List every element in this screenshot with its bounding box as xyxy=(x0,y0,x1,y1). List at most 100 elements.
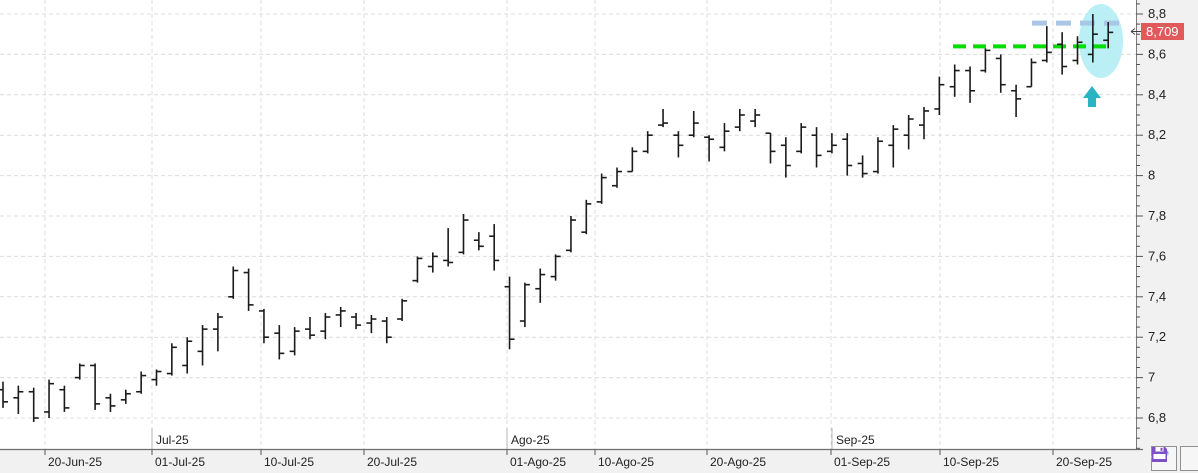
ohlc-bar xyxy=(872,137,883,174)
ohlc-bar xyxy=(243,268,254,311)
ohlc-bar xyxy=(704,135,715,162)
ohlc-bar xyxy=(719,123,730,152)
ohlc-bar xyxy=(489,224,500,271)
ohlc-bar xyxy=(197,325,208,366)
ohlc-bar xyxy=(1041,26,1052,63)
ohlc-bar xyxy=(504,276,515,350)
ohlc-bar xyxy=(934,76,945,115)
ohlc-bar xyxy=(688,110,699,138)
x-axis-label: 10-Jul-25 xyxy=(264,455,314,469)
y-axis-label: 7,4 xyxy=(1148,289,1166,304)
ohlc-bar xyxy=(136,371,147,394)
ohlc-bar xyxy=(151,369,162,386)
ohlc-bar xyxy=(519,282,530,328)
x-axis-label: 20-Jun-25 xyxy=(48,455,102,469)
ohlc-bar xyxy=(274,325,285,360)
x-axis-label: 10-Sep-25 xyxy=(943,455,999,469)
ohlc-bar xyxy=(427,252,438,273)
ohlc-bar xyxy=(458,213,469,255)
ohlc-bar xyxy=(596,173,607,204)
ohlc-bar xyxy=(28,387,39,423)
ohlc-bar xyxy=(627,147,638,173)
y-axis-label: 8,2 xyxy=(1148,127,1166,142)
ohlc-bar xyxy=(796,123,807,154)
ohlc-bar xyxy=(1072,36,1083,65)
ohlc-bar xyxy=(1103,22,1114,49)
month-label: Ago-25 xyxy=(511,433,550,447)
ohlc-bar xyxy=(443,228,454,267)
h-gridlines xyxy=(0,13,1136,419)
month-label: Sep-25 xyxy=(836,433,875,447)
chart-plot-area[interactable] xyxy=(0,0,1136,449)
ohlc-bar xyxy=(166,343,177,376)
y-axis-label: 7,6 xyxy=(1148,248,1166,263)
ohlc-bar xyxy=(750,108,761,128)
ohlc-bar xyxy=(780,137,791,178)
ohlc-bar xyxy=(212,312,223,352)
month-label: Jul-25 xyxy=(156,433,189,447)
x-axis-label: 01-Sep-25 xyxy=(834,455,890,469)
ohlc-bar xyxy=(105,393,116,412)
ohlc-bar xyxy=(305,317,315,340)
ohlc-bar xyxy=(335,306,346,328)
ohlc-bar xyxy=(673,131,684,158)
y-axis-label: 8,4 xyxy=(1148,87,1166,102)
ohlc-bar xyxy=(612,167,622,188)
ohlc-bar xyxy=(258,308,269,344)
ohlc-bar xyxy=(59,385,70,412)
ohlc-bars xyxy=(0,14,1114,423)
ohlc-bar xyxy=(642,131,653,154)
y-axis-label: 7,2 xyxy=(1148,329,1166,344)
highlight-ellipse xyxy=(1079,4,1123,78)
ohlc-bar xyxy=(995,54,1006,93)
ohlc-bar xyxy=(473,232,484,251)
ohlc-bar xyxy=(120,389,131,404)
ohlc-bar xyxy=(980,48,991,73)
ohlc-bar xyxy=(366,314,377,334)
ohlc-bar xyxy=(228,266,239,299)
up-arrow-icon[interactable] xyxy=(1083,86,1101,107)
y-axis-label: 7 xyxy=(1148,370,1155,385)
x-axis-label: 01-Ago-25 xyxy=(510,455,566,469)
x-axis: 20-Jun-25 01-Jul-25 10-Jul-25 20-Jul-25 01-A… xyxy=(44,450,1112,469)
ohlc-bar xyxy=(1011,84,1022,118)
ohlc-bar xyxy=(658,108,669,128)
ohlc-bar xyxy=(565,216,576,253)
v-gridlines xyxy=(44,0,1054,449)
ohlc-bar xyxy=(44,379,55,418)
last-price-marker: 8,709 xyxy=(1141,23,1184,41)
ohlc-bar xyxy=(857,155,868,178)
x-axis-label: 10-Ago-25 xyxy=(598,455,654,469)
ohlc-bar xyxy=(351,312,362,330)
ohlc-bar xyxy=(0,381,8,408)
ohlc-bar xyxy=(888,125,899,168)
save-floppy-icon xyxy=(1152,447,1167,462)
ohlc-bar xyxy=(903,115,914,150)
y-axis-label: 6,8 xyxy=(1148,410,1166,425)
y-axis-label: 8 xyxy=(1148,168,1155,183)
ohlc-bar xyxy=(1057,32,1068,75)
ohlc-bar xyxy=(381,317,392,344)
ohlc-bar xyxy=(581,199,592,235)
ohlc-bar xyxy=(949,64,960,97)
y-axis-label: 8,6 xyxy=(1148,46,1166,61)
ohlc-bar xyxy=(535,268,546,303)
ohlc-bar xyxy=(1087,14,1098,63)
save-button[interactable] xyxy=(1152,446,1198,471)
x-axis-label: 20-Jul-25 xyxy=(367,455,417,469)
ohlc-bar xyxy=(90,363,101,410)
ohlc-bar xyxy=(826,133,837,154)
ohlc-bar xyxy=(74,363,85,380)
ohlc-bar xyxy=(811,127,822,168)
ohlc-bar xyxy=(550,254,561,281)
ohlc-bar xyxy=(842,133,853,176)
y-axis: 8,8 8,6 8,4 8,2 8 7,8 7,6 7,4 7,2 7 6,8 xyxy=(1136,3,1166,449)
month-labels: Jul-25 Ago-25 Sep-25 xyxy=(151,428,875,449)
ohlc-bar xyxy=(182,337,193,374)
ohlc-bar xyxy=(13,385,24,414)
bottom-toolbar xyxy=(1151,446,1198,471)
ohlc-bar xyxy=(919,106,929,140)
ohlc-bar xyxy=(412,256,423,283)
